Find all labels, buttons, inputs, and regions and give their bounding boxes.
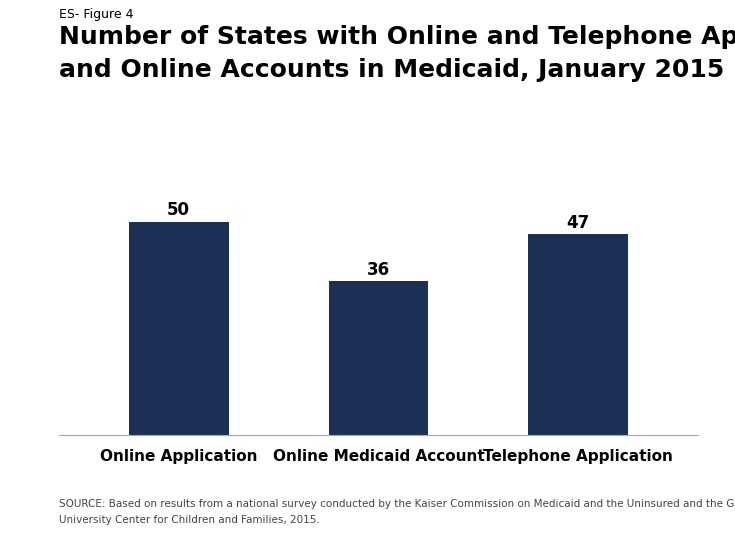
Text: Number of States with Online and Telephone Applications: Number of States with Online and Telepho… <box>59 25 735 49</box>
Text: 47: 47 <box>567 214 590 232</box>
Text: FOUNDATION: FOUNDATION <box>648 530 694 536</box>
Bar <box>329 282 429 435</box>
Text: ES- Figure 4: ES- Figure 4 <box>59 8 133 21</box>
Bar <box>129 222 229 435</box>
Text: KAISER: KAISER <box>644 500 698 512</box>
Text: THE HENRY J.: THE HENRY J. <box>650 491 692 496</box>
Text: SOURCE: Based on results from a national survey conducted by the Kaiser Commissi: SOURCE: Based on results from a national… <box>59 499 735 509</box>
Text: 36: 36 <box>367 261 390 279</box>
Text: and Online Accounts in Medicaid, January 2015: and Online Accounts in Medicaid, January… <box>59 58 724 82</box>
Bar <box>528 234 628 435</box>
Text: 50: 50 <box>167 201 190 219</box>
Text: University Center for Children and Families, 2015.: University Center for Children and Famil… <box>59 515 320 525</box>
Text: FAMILY: FAMILY <box>645 512 697 525</box>
